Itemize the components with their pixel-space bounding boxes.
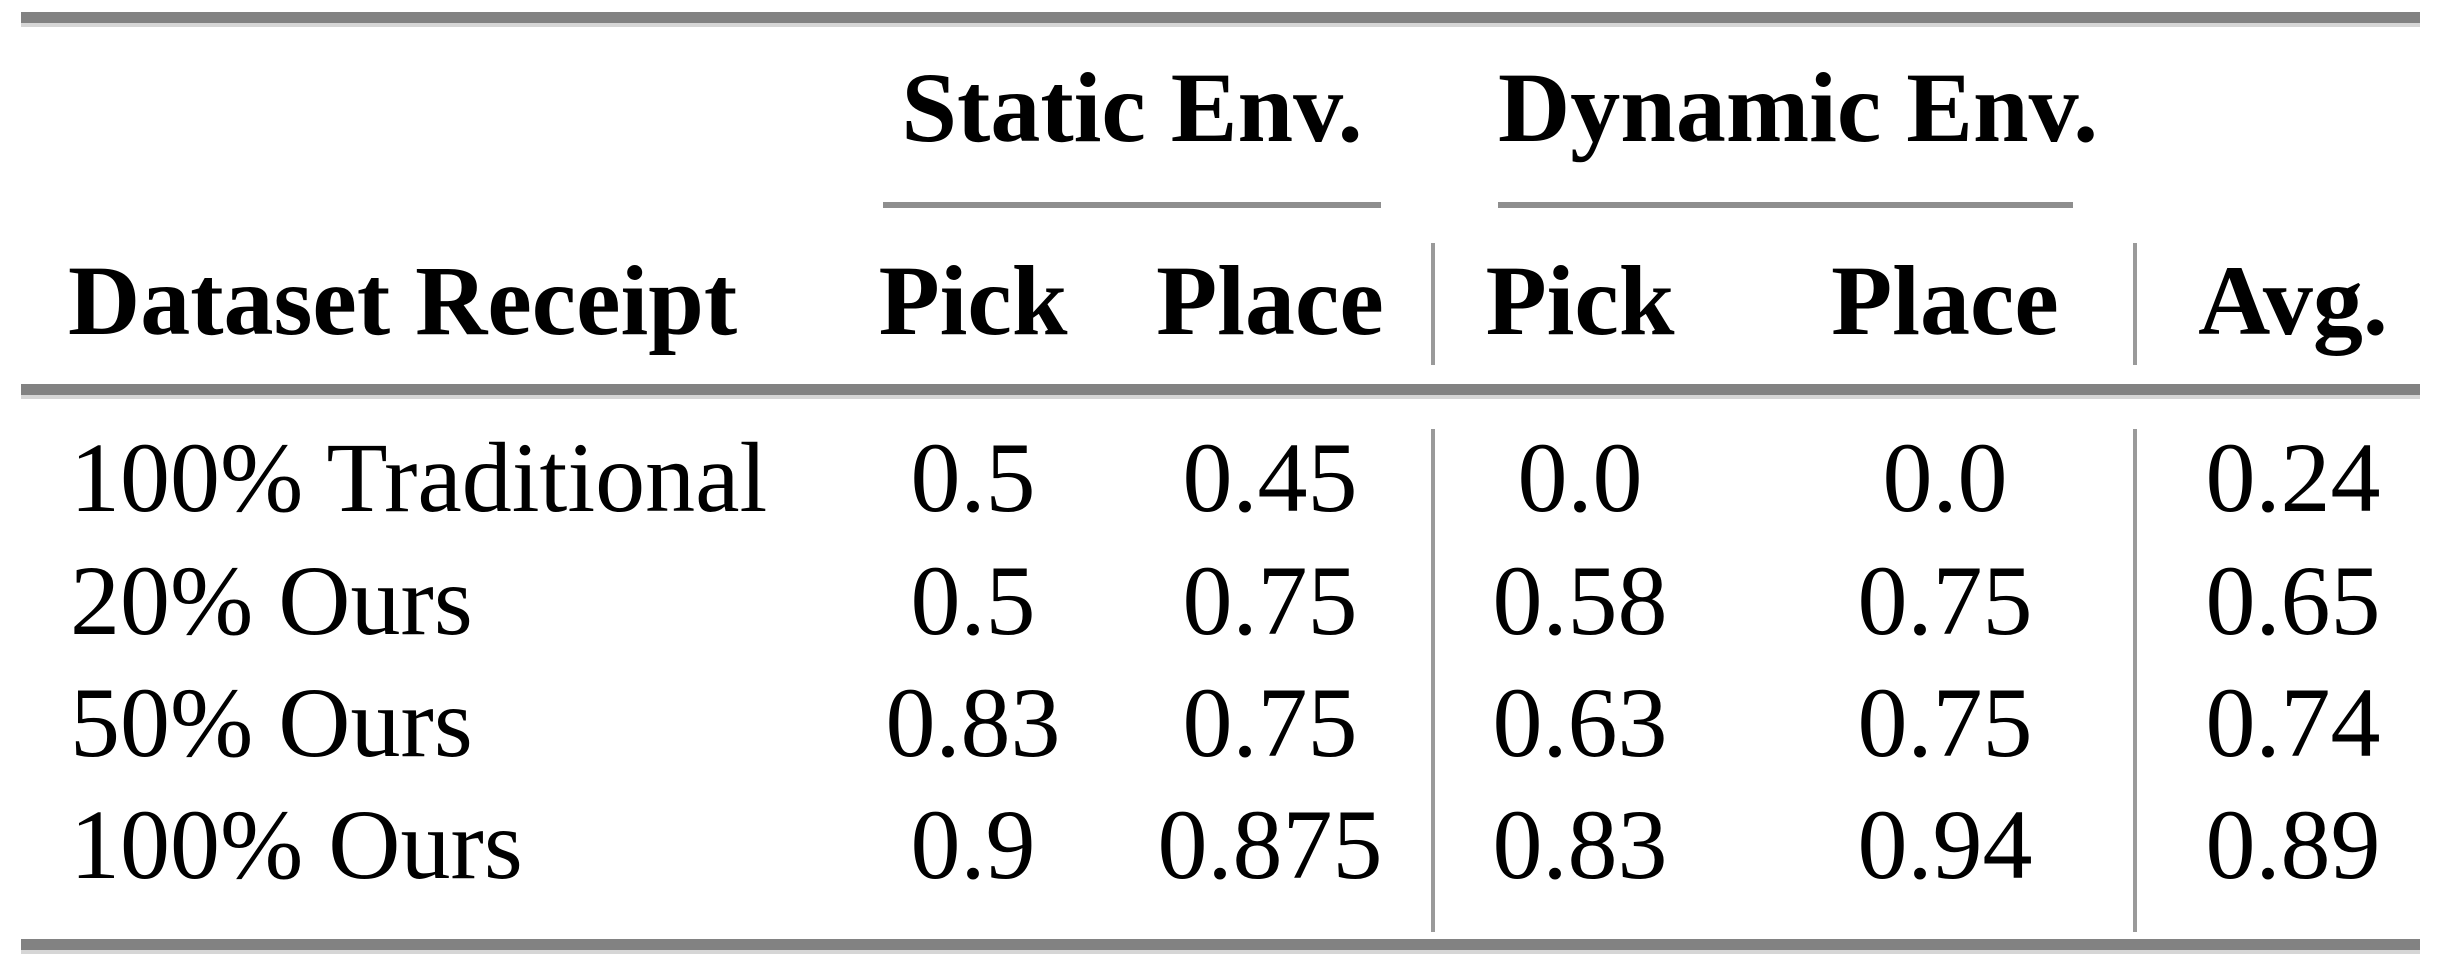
header-dynamic-place: Place (1831, 245, 2059, 356)
dynamic-env-underline (1498, 202, 2073, 208)
header-separator-1 (1431, 243, 1435, 365)
row-label: 50% Ours (70, 667, 473, 778)
body-separator-2 (2133, 429, 2137, 932)
group-header-static-env: Static Env. (901, 52, 1363, 163)
row-label: 100% Ours (70, 789, 523, 900)
bottom-rule (21, 939, 2420, 950)
group-header-dynamic-env: Dynamic Env. (1498, 52, 2099, 163)
cell-dynamic-pick: 0.83 (1492, 789, 1668, 900)
cell-dynamic-pick: 0.58 (1492, 545, 1668, 656)
cell-avg: 0.89 (2205, 789, 2381, 900)
cell-dynamic-place: 0.75 (1857, 667, 2033, 778)
cell-static-pick: 0.9 (910, 789, 1036, 900)
row-label: 20% Ours (70, 545, 473, 656)
cell-static-pick: 0.83 (885, 667, 1061, 778)
cell-static-place: 0.75 (1182, 545, 1358, 656)
header-static-place: Place (1156, 245, 1384, 356)
mid-rule-edge (21, 395, 2420, 399)
header-separator-2 (2133, 243, 2137, 365)
cell-avg: 0.24 (2205, 422, 2381, 533)
cell-static-pick: 0.5 (910, 545, 1036, 656)
mid-rule (21, 384, 2420, 395)
cell-dynamic-pick: 0.0 (1517, 422, 1643, 533)
row-label: 100% Traditional (70, 422, 768, 533)
bottom-rule-edge (21, 950, 2420, 954)
header-static-pick: Pick (878, 245, 1068, 356)
cell-static-place: 0.875 (1157, 789, 1383, 900)
cell-static-pick: 0.5 (910, 422, 1036, 533)
cell-dynamic-place: 0.0 (1882, 422, 2008, 533)
cell-static-place: 0.45 (1182, 422, 1358, 533)
header-avg: Avg. (2198, 245, 2388, 356)
top-rule-edge (21, 23, 2420, 27)
header-dataset-receipt: Dataset Receipt (68, 245, 738, 356)
top-rule (21, 12, 2420, 23)
static-env-underline (883, 202, 1381, 208)
cell-avg: 0.65 (2205, 545, 2381, 656)
cell-avg: 0.74 (2205, 667, 2381, 778)
cell-static-place: 0.75 (1182, 667, 1358, 778)
cell-dynamic-place: 0.94 (1857, 789, 2033, 900)
body-separator-1 (1431, 429, 1435, 932)
cell-dynamic-pick: 0.63 (1492, 667, 1668, 778)
cell-dynamic-place: 0.75 (1857, 545, 2033, 656)
header-dynamic-pick: Pick (1485, 245, 1675, 356)
